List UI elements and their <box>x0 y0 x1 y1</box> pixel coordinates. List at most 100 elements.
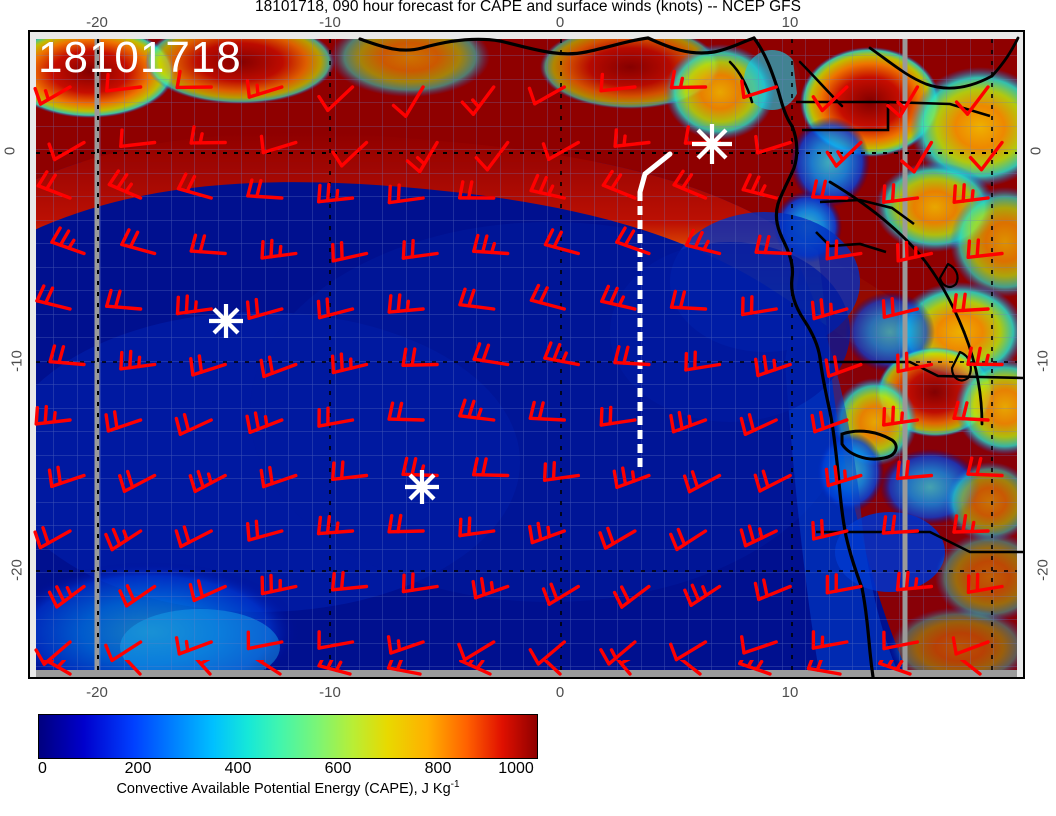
wind-barb <box>895 240 934 263</box>
wind-barb <box>824 355 863 378</box>
wind-barb <box>739 524 778 548</box>
wind-barb <box>966 238 1004 259</box>
map-canvas <box>30 32 1023 677</box>
axis-bottom-tick-1: -10 <box>319 684 341 701</box>
wind-barb <box>543 341 580 367</box>
wind-barb <box>753 578 792 602</box>
wind-barb <box>189 354 227 377</box>
wind-barb <box>615 226 651 256</box>
wind-barb <box>330 352 369 375</box>
wind-barb <box>754 234 792 256</box>
wind-barb <box>188 579 227 603</box>
wind-barb <box>331 460 369 482</box>
wind-barb <box>458 516 496 538</box>
wind-barb <box>684 350 722 372</box>
wind-barb <box>104 640 143 663</box>
wind-barb <box>672 169 708 200</box>
wind-barb <box>824 465 863 488</box>
wind-barb <box>260 238 298 260</box>
wind-barb <box>528 400 566 422</box>
wind-barb <box>881 297 920 319</box>
wind-barb <box>386 635 425 655</box>
wind-barb <box>176 172 213 200</box>
wind-barb <box>669 289 708 311</box>
wind-barb <box>528 521 566 545</box>
wind-barb <box>612 466 651 489</box>
axis-bottom-tick-3: 10 <box>781 684 799 701</box>
wind-barb <box>104 410 143 433</box>
wind-barb <box>740 79 778 99</box>
wind-barb <box>391 85 425 118</box>
wind-barb <box>684 228 722 256</box>
wind-barb <box>34 404 72 426</box>
colorbar[interactable] <box>38 714 538 759</box>
wind-barb <box>120 228 157 256</box>
wind-barb <box>472 233 510 256</box>
wind-barb <box>405 140 439 174</box>
cape-field <box>30 32 1023 677</box>
colorbar-tick-800: 800 <box>424 760 452 777</box>
colorbar-caption-text: Convective Available Potential Energy (C… <box>116 780 451 797</box>
axis-bottom-tick-0: -20 <box>86 684 108 701</box>
wind-barb <box>189 125 227 145</box>
wind-barb <box>33 526 72 550</box>
wind-barb <box>612 584 651 609</box>
wind-barb <box>387 293 425 314</box>
marker-asterisk-1 <box>209 304 243 338</box>
wind-barb <box>811 630 849 650</box>
wind-barb <box>246 630 284 651</box>
wind-barb <box>458 180 496 200</box>
wind-barb <box>331 240 369 263</box>
map-render <box>30 32 1023 677</box>
wind-barb <box>825 140 863 168</box>
colorbar-caption: Convective Available Potential Energy (C… <box>38 779 538 797</box>
wind-barb <box>739 413 778 437</box>
axis-right-tick-0: 0 <box>1027 146 1045 156</box>
colorbar-tick-200: 200 <box>124 760 152 777</box>
wind-barb <box>104 527 143 552</box>
wind-barb <box>895 459 934 481</box>
wind-barb <box>954 85 990 116</box>
wind-barb <box>811 179 849 200</box>
wind-barb <box>541 582 580 606</box>
wind-barb <box>613 345 651 367</box>
coastlines <box>358 36 1020 677</box>
wind-barb <box>245 519 284 542</box>
wind-barb <box>245 297 284 320</box>
wind-barb <box>105 288 143 311</box>
wind-barb <box>331 140 369 168</box>
colorbar-tick-0: 0 <box>38 760 47 777</box>
wind-barb <box>754 134 792 155</box>
wind-barb <box>175 294 213 316</box>
wind-barb <box>753 354 792 378</box>
axis-right-tick-2: -20 <box>1034 559 1052 581</box>
wind-barb <box>35 284 72 311</box>
wind-barb <box>881 183 920 204</box>
wind-barb <box>245 79 284 99</box>
wind-barb <box>599 72 637 93</box>
axis-bottom-tick-2: 0 <box>555 684 565 701</box>
wind-barb <box>966 572 1004 594</box>
axis-top-tick-0: -20 <box>86 14 108 31</box>
wind-barb <box>317 182 355 204</box>
wind-barb <box>48 344 86 367</box>
wind-barb <box>683 583 722 607</box>
wind-barb <box>246 178 284 200</box>
colorbar-tick-1000: 1000 <box>498 760 534 777</box>
wind-barb <box>259 355 298 379</box>
axis-top-tick-2: 0 <box>555 14 565 31</box>
wind-barbs <box>33 69 1004 666</box>
wind-barb <box>189 233 227 256</box>
wind-barb <box>966 456 1004 478</box>
wind-barb <box>810 410 849 434</box>
wind-barb <box>174 636 213 656</box>
map-plot-area[interactable]: 18101718 <box>28 30 1025 679</box>
wind-barb <box>740 295 778 317</box>
wind-barb <box>47 140 86 162</box>
wind-barb <box>387 513 425 534</box>
wind-barb <box>598 526 637 550</box>
wind-barb <box>966 346 1004 367</box>
wind-barb <box>50 226 86 256</box>
wind-barb <box>881 514 920 535</box>
